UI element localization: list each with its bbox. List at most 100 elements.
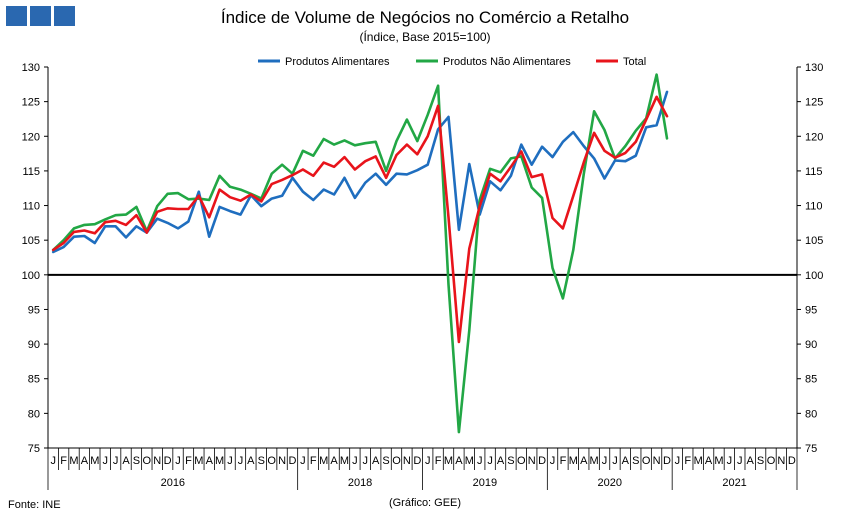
y-tick-label-left: 100 (22, 270, 40, 282)
month-label: A (497, 455, 505, 467)
month-label: O (392, 455, 401, 467)
y-tick-label-right: 85 (805, 374, 817, 386)
month-label: A (122, 455, 130, 467)
y-tick-label-left: 95 (28, 304, 40, 316)
y-tick-label-left: 80 (28, 408, 40, 420)
logo-square (6, 6, 27, 26)
legend-label: Total (623, 56, 646, 68)
month-label: A (580, 455, 588, 467)
month-label: M (319, 455, 328, 467)
month-label: S (757, 455, 764, 467)
y-tick-label-right: 90 (805, 339, 817, 351)
month-label: D (413, 455, 421, 467)
month-label: F (185, 455, 192, 467)
month-label: M (194, 455, 203, 467)
y-tick-label-left: 115 (22, 166, 40, 178)
month-label: S (632, 455, 639, 467)
legend-label: Produtos Não Alimentares (443, 56, 571, 68)
month-label: N (403, 455, 411, 467)
month-label: J (727, 455, 733, 467)
month-label: J (477, 455, 483, 467)
year-label: 2020 (598, 477, 622, 489)
logo-square (54, 6, 75, 26)
month-label: S (133, 455, 140, 467)
month-label: O (767, 455, 776, 467)
y-tick-label-right: 125 (805, 97, 823, 109)
month-label: D (164, 455, 172, 467)
month-label: J (50, 455, 56, 467)
y-tick-label-right: 130 (805, 62, 823, 74)
series-line-total (51, 95, 669, 344)
logo-square (30, 6, 51, 26)
month-label: J (612, 455, 618, 467)
month-label: N (528, 455, 536, 467)
month-label: J (675, 455, 681, 467)
month-label: D (288, 455, 296, 467)
series-line-alimentares (51, 90, 669, 254)
month-label: O (143, 455, 152, 467)
month-label: A (747, 455, 755, 467)
month-label: F (560, 455, 567, 467)
y-tick-label-right: 110 (805, 201, 823, 213)
month-label: F (435, 455, 442, 467)
y-tick-label-right: 100 (805, 270, 823, 282)
y-tick-label-left: 110 (22, 201, 40, 213)
month-label: O (642, 455, 651, 467)
month-label: N (278, 455, 286, 467)
y-tick-label-right: 95 (805, 304, 817, 316)
month-label: J (300, 455, 306, 467)
month-label: A (247, 455, 255, 467)
y-tick-label-left: 120 (22, 131, 40, 143)
month-label: D (663, 455, 671, 467)
month-label: O (267, 455, 276, 467)
month-label: A (705, 455, 713, 467)
y-tick-label-left: 75 (28, 443, 40, 455)
month-label: M (90, 455, 99, 467)
month-label: J (550, 455, 556, 467)
month-label: J (363, 455, 369, 467)
month-label: J (175, 455, 181, 467)
month-label: N (777, 455, 785, 467)
month-label: M (694, 455, 703, 467)
credit-note: (Gráfico: GEE) (388, 497, 462, 509)
month-label: J (102, 455, 108, 467)
year-label: 2018 (348, 477, 372, 489)
month-label: D (538, 455, 546, 467)
month-label: M (215, 455, 224, 467)
chart-subtitle: (Índice, Base 2015=100) (359, 30, 491, 44)
year-label: 2016 (161, 477, 185, 489)
month-label: F (310, 455, 317, 467)
month-label: N (153, 455, 161, 467)
y-tick-label-left: 130 (22, 62, 40, 74)
month-label: J (602, 455, 608, 467)
month-label: S (507, 455, 514, 467)
logo (6, 6, 75, 26)
legend-item-total: Total (596, 56, 646, 68)
month-label: A (455, 455, 463, 467)
y-tick-label-left: 90 (28, 339, 40, 351)
month-label: S (382, 455, 389, 467)
month-label: N (653, 455, 661, 467)
month-label: J (487, 455, 493, 467)
month-label: J (737, 455, 743, 467)
chart-title: Índice de Volume de Negócios no Comércio… (220, 8, 630, 27)
legend-item-alimentares: Produtos Alimentares (258, 56, 390, 68)
month-label: M (590, 455, 599, 467)
year-label: 2019 (473, 477, 497, 489)
month-label: M (465, 455, 474, 467)
month-label: A (81, 455, 89, 467)
legend-item-nao-alimentares: Produtos Não Alimentares (416, 56, 571, 68)
month-label: J (238, 455, 244, 467)
month-label: J (227, 455, 233, 467)
chart-series (51, 73, 669, 434)
y-tick-label-left: 125 (22, 97, 40, 109)
month-label: S (258, 455, 265, 467)
month-label: F (60, 455, 67, 467)
series-line-nao-alimentares (51, 73, 669, 434)
month-label: M (714, 455, 723, 467)
y-tick-label-right: 105 (805, 235, 823, 247)
month-label: O (517, 455, 526, 467)
month-label: D (788, 455, 796, 467)
source-note: Fonte: INE (8, 499, 61, 511)
